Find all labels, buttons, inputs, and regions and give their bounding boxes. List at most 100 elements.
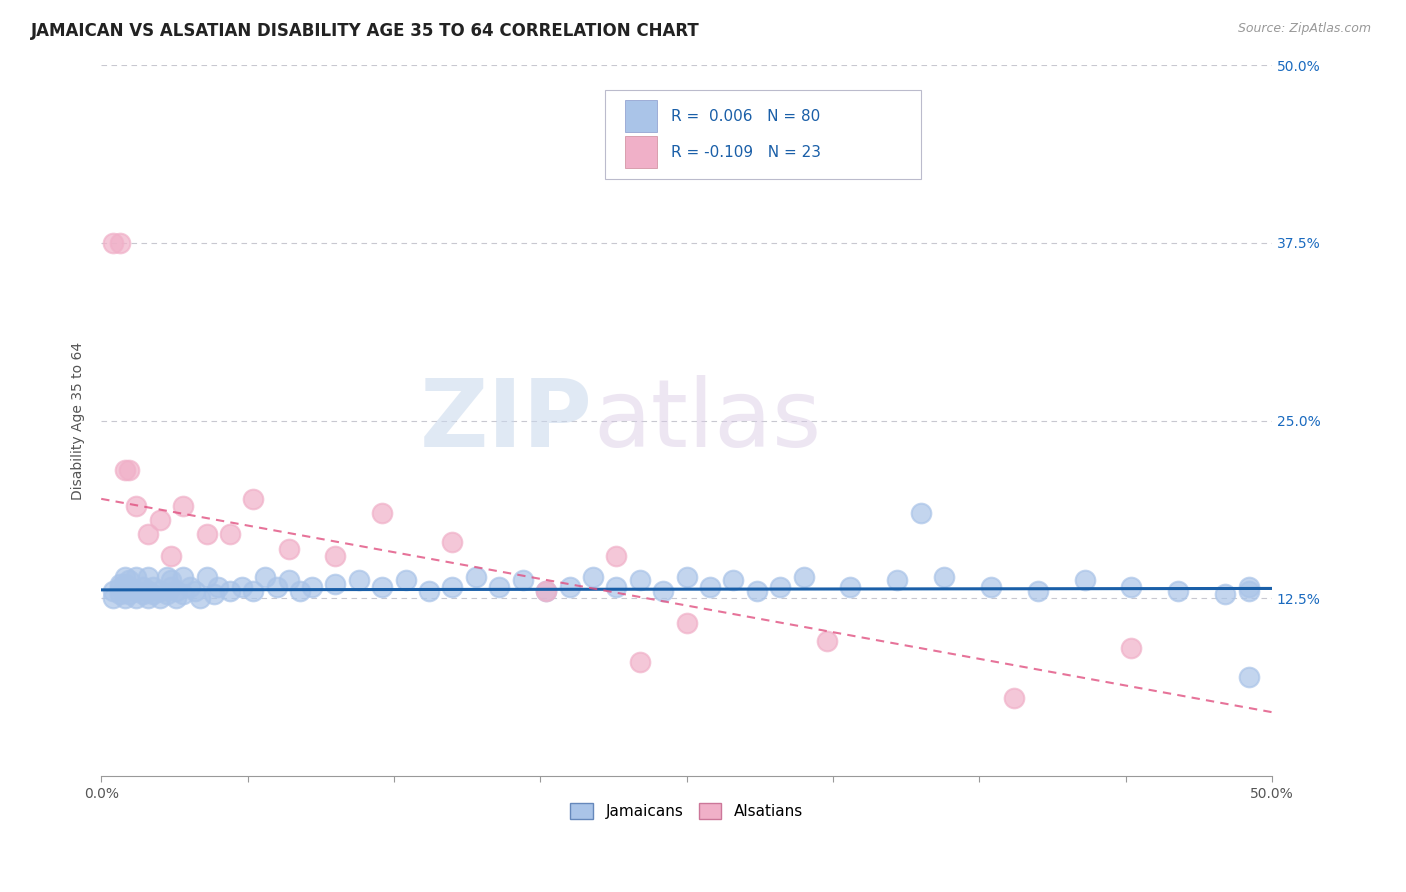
Point	[202, 587, 225, 601]
Point	[160, 549, 183, 563]
Point	[1213, 587, 1236, 601]
Point	[219, 584, 242, 599]
Point	[628, 573, 651, 587]
Point	[136, 584, 159, 599]
Text: JAMAICAN VS ALSATIAN DISABILITY AGE 35 TO 64 CORRELATION CHART: JAMAICAN VS ALSATIAN DISABILITY AGE 35 T…	[31, 22, 700, 40]
Point	[488, 580, 510, 594]
Point	[1121, 641, 1143, 656]
Point	[132, 580, 155, 594]
Point	[464, 570, 486, 584]
Point	[149, 513, 172, 527]
Point	[266, 580, 288, 594]
Point	[142, 580, 165, 594]
Point	[156, 587, 179, 601]
Point	[277, 541, 299, 556]
Point	[125, 570, 148, 584]
Point	[325, 577, 347, 591]
Point	[172, 587, 194, 601]
Point	[371, 580, 394, 594]
Point	[418, 584, 440, 599]
Point	[371, 506, 394, 520]
Point	[118, 580, 141, 594]
Point	[179, 580, 201, 594]
Point	[558, 580, 581, 594]
Text: R =  0.006   N = 80: R = 0.006 N = 80	[672, 109, 821, 124]
Point	[184, 584, 207, 599]
Point	[441, 534, 464, 549]
Point	[160, 580, 183, 594]
Y-axis label: Disability Age 35 to 64: Disability Age 35 to 64	[72, 342, 86, 500]
Bar	[624, 101, 658, 132]
Point	[114, 570, 136, 584]
Point	[114, 463, 136, 477]
Point	[839, 580, 862, 594]
Point	[242, 584, 264, 599]
Point	[108, 577, 131, 591]
Point	[723, 573, 745, 587]
Point	[628, 656, 651, 670]
Point	[534, 584, 557, 599]
Point	[605, 580, 627, 594]
Point	[605, 549, 627, 563]
Text: Source: ZipAtlas.com: Source: ZipAtlas.com	[1237, 22, 1371, 36]
Point	[277, 573, 299, 587]
Point	[582, 570, 605, 584]
Point	[793, 570, 815, 584]
Point	[980, 580, 1002, 594]
Point	[1073, 573, 1095, 587]
Point	[142, 587, 165, 601]
Point	[136, 591, 159, 606]
Point	[149, 591, 172, 606]
Point	[160, 573, 183, 587]
Point	[301, 580, 323, 594]
Point	[118, 573, 141, 587]
Point	[699, 580, 721, 594]
Point	[347, 573, 370, 587]
Point	[101, 591, 124, 606]
Point	[675, 615, 697, 630]
Point	[125, 584, 148, 599]
Point	[188, 591, 211, 606]
Point	[101, 584, 124, 599]
Point	[132, 587, 155, 601]
Point	[242, 491, 264, 506]
Point	[815, 634, 838, 648]
Point	[1237, 580, 1260, 594]
Point	[512, 573, 534, 587]
Point	[108, 235, 131, 250]
Point	[118, 463, 141, 477]
Legend: Jamaicans, Alsatians: Jamaicans, Alsatians	[564, 797, 808, 825]
Point	[325, 549, 347, 563]
Point	[149, 584, 172, 599]
Text: R = -0.109   N = 23: R = -0.109 N = 23	[672, 145, 821, 160]
Point	[886, 573, 908, 587]
Point	[1121, 580, 1143, 594]
Point	[254, 570, 277, 584]
Point	[108, 587, 131, 601]
Point	[290, 584, 312, 599]
Point	[108, 580, 131, 594]
Point	[125, 591, 148, 606]
Point	[219, 527, 242, 541]
FancyBboxPatch shape	[605, 90, 921, 179]
Text: atlas: atlas	[593, 375, 821, 467]
Point	[1237, 670, 1260, 684]
Point	[910, 506, 932, 520]
Point	[136, 570, 159, 584]
Point	[156, 570, 179, 584]
Point	[1237, 584, 1260, 599]
Point	[101, 235, 124, 250]
Point	[195, 527, 218, 541]
Point	[1002, 690, 1025, 705]
Point	[114, 584, 136, 599]
Point	[136, 527, 159, 541]
Point	[207, 580, 229, 594]
Point	[231, 580, 253, 594]
Point	[1026, 584, 1049, 599]
Point	[769, 580, 792, 594]
Point	[394, 573, 416, 587]
Point	[652, 584, 675, 599]
Point	[441, 580, 464, 594]
Point	[745, 584, 768, 599]
Point	[125, 499, 148, 513]
